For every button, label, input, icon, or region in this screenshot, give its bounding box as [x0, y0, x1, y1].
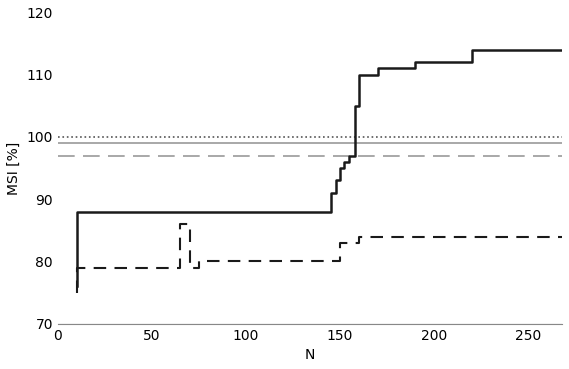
X-axis label: N: N — [305, 348, 315, 362]
Y-axis label: MSI [%]: MSI [%] — [7, 141, 21, 195]
